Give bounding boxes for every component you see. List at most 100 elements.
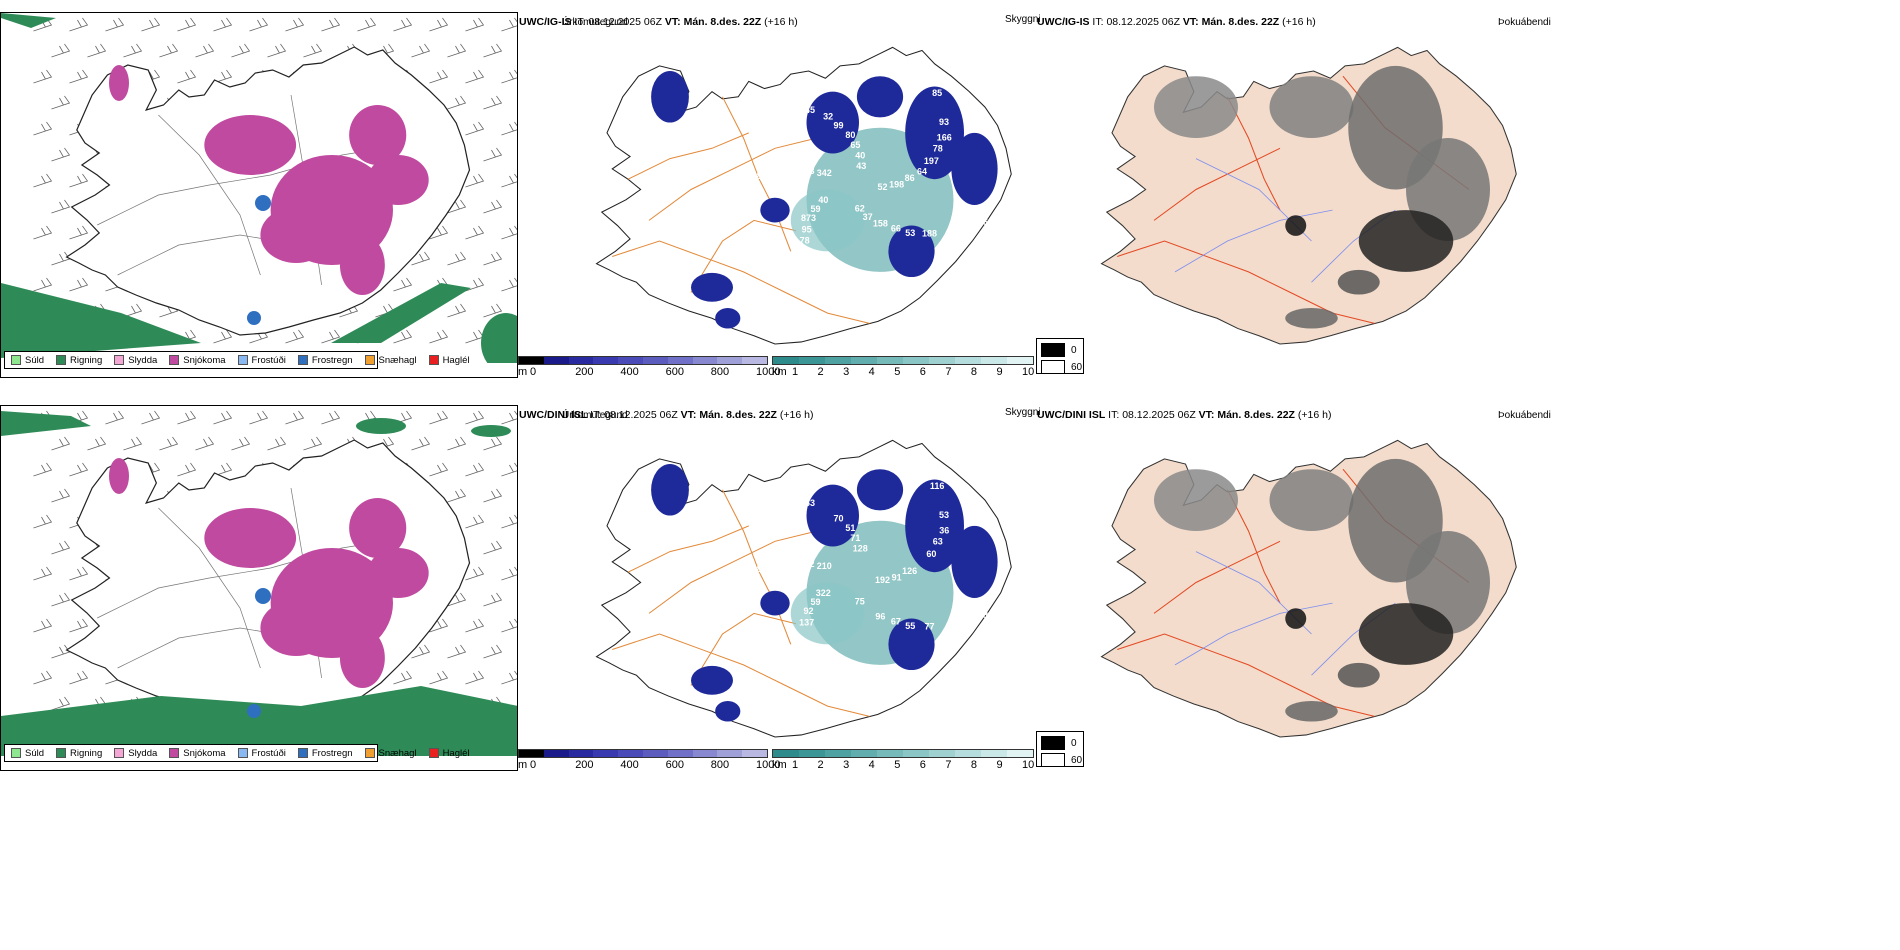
fog-area bbox=[1285, 700, 1338, 722]
legend-swatch bbox=[56, 748, 67, 758]
wind-barb bbox=[51, 488, 71, 503]
fog-field-label: Þokuábendi bbox=[1498, 17, 1551, 28]
wind-barb bbox=[51, 540, 71, 555]
colorbar-tick: 3 bbox=[843, 759, 850, 771]
wind-barb bbox=[159, 436, 179, 451]
visibility-label: 116 bbox=[930, 481, 945, 491]
legend-swatch bbox=[56, 355, 67, 365]
legend-swatch bbox=[114, 748, 125, 758]
visibility-label: 95 bbox=[802, 225, 812, 235]
visibility-label: 188 bbox=[922, 228, 937, 238]
wind-barb bbox=[447, 43, 467, 58]
visibility-label: 342 bbox=[817, 168, 832, 178]
precip-type-legend: Súld Rigning Slydda Snjókoma Frostúði Frostre… bbox=[4, 351, 470, 369]
legend-label: 0 bbox=[1071, 344, 1077, 356]
wind-barb bbox=[501, 173, 517, 188]
vt-value: Mán. 8.des. 22Z bbox=[1217, 409, 1295, 421]
visibility-label: 327 bbox=[700, 601, 715, 611]
visibility-label: 873 bbox=[801, 213, 816, 223]
fog-index-map bbox=[1100, 46, 1517, 345]
wind-barb bbox=[285, 17, 305, 32]
wind-barb bbox=[411, 43, 431, 58]
wind-barb bbox=[447, 303, 467, 318]
colorbar-cell bbox=[773, 750, 799, 757]
colorbar-tick: 600 bbox=[665, 366, 684, 378]
legend-label: 60 bbox=[1071, 361, 1083, 373]
precip-legend-item: Súld bbox=[11, 355, 44, 366]
visibility-label: 225 bbox=[819, 665, 834, 675]
model-row: UWC/IG-IS IT: 08.12.2025 06Z VT: Mán. 8.… bbox=[0, 0, 1900, 393]
high-terrain-area bbox=[806, 484, 859, 547]
visibility-colorbar: km 1 2 3 4 5 6 7 8 9 10 bbox=[772, 356, 1034, 380]
visibility-label: 85 bbox=[932, 88, 942, 98]
wind-barb bbox=[447, 199, 467, 214]
colorbar-tick: 1 bbox=[792, 366, 799, 378]
visibility-label: 81 bbox=[757, 564, 767, 574]
wind-barb bbox=[501, 566, 517, 581]
wind-barb bbox=[447, 95, 467, 110]
colorbar-tick: 1 bbox=[792, 759, 799, 771]
legend-swatch bbox=[364, 355, 375, 365]
colorbar-tick: 6 bbox=[919, 759, 926, 771]
legend-label: Snæhagl bbox=[378, 747, 417, 759]
snow-area bbox=[109, 458, 129, 494]
legend-label: Slydda bbox=[128, 747, 158, 759]
colorbar-cell bbox=[593, 357, 619, 364]
colorbar-cell bbox=[519, 750, 544, 757]
colorbar-tick: 9 bbox=[996, 366, 1003, 378]
visibility-label: 52 bbox=[689, 237, 699, 247]
precip-legend-item: Haglél bbox=[428, 355, 470, 366]
fog-area bbox=[1285, 307, 1338, 329]
wind-barb bbox=[447, 592, 467, 607]
lead-time: (+16 h) bbox=[1297, 409, 1332, 421]
model-name: UWC/DINI ISL bbox=[1037, 409, 1106, 421]
wind-barb bbox=[285, 329, 305, 344]
precip-legend-item: Snjókoma bbox=[169, 747, 226, 759]
wind-barb bbox=[501, 277, 517, 292]
wind-barb bbox=[69, 670, 89, 685]
wind-barb bbox=[483, 303, 503, 318]
colorbar-cell bbox=[1007, 357, 1033, 364]
legend-label: Frostregn bbox=[311, 747, 353, 759]
visibility-label: 44 bbox=[962, 225, 972, 235]
colorbar-cell bbox=[519, 357, 544, 364]
colorbar-cell bbox=[877, 357, 903, 364]
it-value: 08.12.2025 06Z bbox=[588, 16, 662, 28]
colorbar-cell bbox=[692, 357, 718, 364]
visibility-label: 305 bbox=[819, 272, 834, 282]
colorbar-tick: 9 bbox=[996, 759, 1003, 771]
colorbar-cell bbox=[692, 750, 718, 757]
visibility-label: 63 bbox=[742, 96, 752, 106]
precip-type-legend: Súld Rigning Slydda Snjókoma Frostúði Frostre… bbox=[4, 744, 470, 762]
high-terrain-area bbox=[760, 197, 790, 223]
visibility-label: 92 bbox=[804, 606, 814, 616]
visibility-label: 71 bbox=[850, 533, 860, 543]
wind-barb bbox=[33, 670, 53, 685]
precip-legend-item: Snjókoma bbox=[169, 355, 226, 366]
visibility-label: 52 bbox=[877, 182, 887, 192]
wind-barb bbox=[429, 17, 449, 32]
high-terrain-area bbox=[951, 525, 998, 598]
precip-field-label: Úrkomutegund bbox=[562, 17, 628, 28]
colorbar-cell bbox=[903, 357, 929, 364]
colorbar-tick: 1000 bbox=[756, 759, 781, 771]
it-value: 08.12.2025 06Z bbox=[1106, 16, 1180, 28]
visibility-label: 64 bbox=[917, 167, 927, 177]
wind-barb bbox=[195, 43, 215, 58]
visibility-label: 43 bbox=[856, 161, 866, 171]
visibility-label: 78 bbox=[800, 236, 810, 246]
fog-area bbox=[1154, 469, 1238, 531]
visibility-label: 51 bbox=[845, 523, 855, 533]
wind-barb bbox=[465, 618, 485, 633]
snow-area bbox=[260, 600, 332, 656]
colorbar-cell bbox=[851, 750, 877, 757]
visibility-label: 40 bbox=[818, 195, 828, 205]
legend-label: Snæhagl bbox=[378, 354, 417, 366]
wind-barb bbox=[411, 251, 431, 266]
wind-barb bbox=[393, 277, 413, 292]
wind-barb bbox=[465, 566, 485, 581]
it-label: IT: bbox=[1092, 16, 1104, 28]
wind-barb bbox=[51, 696, 71, 711]
visibility-label: 47 bbox=[741, 568, 751, 578]
legend-label: Snjókoma bbox=[183, 747, 226, 759]
